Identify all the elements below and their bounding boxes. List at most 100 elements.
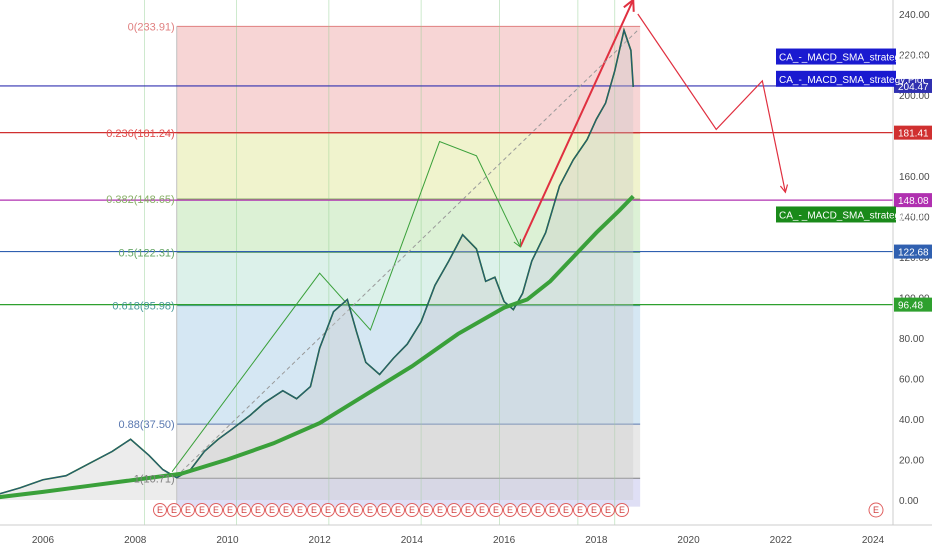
event-marker [335,503,349,517]
strategy-label-text: CA_-_MACD_SMA_strategy:Plot [779,210,925,221]
event-marker-label: E [493,505,499,515]
time-tick-label: 2018 [585,535,608,546]
strategy-label-text: CA_-_MACD_SMA_strategy:Plot [779,53,925,64]
event-marker-label: E [185,505,191,515]
event-marker-label: E [451,505,457,515]
event-marker [405,503,419,517]
event-marker-label: E [465,505,471,515]
event-marker [601,503,615,517]
event-marker [447,503,461,517]
event-marker [419,503,433,517]
event-marker [573,503,587,517]
price-tag-label: 148.08 [898,196,929,207]
event-marker [615,503,629,517]
arrow-head [779,184,789,194]
price-tick-label: 80.00 [899,334,924,345]
fib-label: 0.236(181.24) [106,128,175,140]
price-tag-label: 181.41 [898,129,929,140]
price-axis: 0.0020.0040.0060.0080.00100.00120.00140.… [776,0,932,550]
time-axis: 2006 2008 2010 2012 2014 2016 2018 2020 2022 2024 [0,524,932,550]
price-tag [894,193,932,208]
strategy-label-box [776,206,896,223]
fib-label: 0.382(148.65) [106,194,175,206]
event-marker [545,503,559,517]
event-marker-label: E [199,505,205,515]
event-marker-label: E [255,505,261,515]
price-tick-label: 60.00 [899,375,924,386]
price-tag [894,244,932,259]
horizontal-lines [0,85,893,306]
projections [171,0,789,473]
price-tag-label: 204.47 [898,82,929,93]
event-marker-label: E [619,505,625,515]
fib-label: 0.5(122.31) [118,247,174,259]
strategy-label-box [776,70,896,87]
time-tick-label: 2014 [401,535,424,546]
event-marker-label: E [591,505,597,515]
fib-label: 0(233.91) [128,21,175,33]
event-marker [307,503,321,517]
event-marker [377,503,391,517]
event-marker-label: E [605,505,611,515]
projection-elliott-wave [171,140,521,472]
time-tick-label: 2006 [32,535,55,546]
event-marker [265,503,279,517]
price-tick-label: 220.00 [899,51,930,62]
event-marker [475,503,489,517]
event-marker-label: E [269,505,275,515]
event-marker-label: E [507,505,513,515]
event-marker-label: E [577,505,583,515]
event-marker [433,503,447,517]
long-moving-average [0,194,635,500]
event-marker-label: E [157,505,163,515]
event-marker [195,503,209,517]
price-tag [894,125,932,140]
event-marker-label: E [325,505,331,515]
event-marker-label: E [339,505,345,515]
fibonacci-labels: 0(233.91) 0.236(181.24) 0.382(148.65) 0.5(1… [106,21,175,485]
price-tag-label: 96.48 [898,301,923,312]
fib-zone [176,478,641,507]
event-marker [251,503,265,517]
time-tick-label: 2012 [309,535,332,546]
event-marker [209,503,223,517]
price-tag [894,78,932,93]
event-marker [587,503,601,517]
price-tick-label: 240.00 [899,10,930,21]
fib-zone [176,132,641,199]
price-tick-label: 160.00 [899,172,930,183]
price-tag-label: 122.68 [898,248,929,259]
event-marker-label: E [423,505,429,515]
event-marker [293,503,307,517]
fib-label: 0.88(37.50) [118,419,174,431]
event-marker [461,503,475,517]
event-marker [321,503,335,517]
event-marker [391,503,405,517]
event-marker [223,503,237,517]
event-marker-label: E [283,505,289,515]
event-marker-label: E [241,505,247,515]
event-marker [237,503,251,517]
event-marker-label: E [549,505,555,515]
time-tick-label: 2016 [493,535,516,546]
event-marker-label: E [213,505,219,515]
event-marker [559,503,573,517]
event-marker [349,503,363,517]
event-marker-label: E [873,505,879,515]
time-tick-label: 2020 [677,535,700,546]
price-tag [894,297,932,312]
price-tick-label: 40.00 [899,415,924,426]
event-marker [363,503,377,517]
fib-zone [176,26,641,133]
event-marker-label: E [395,505,401,515]
time-tick-label: 2022 [770,535,793,546]
fib-zone [176,305,641,425]
event-marker-label: E [297,505,303,515]
event-marker-label: E [353,505,359,515]
event-marker-label: E [171,505,177,515]
event-marker [517,503,531,517]
event-marker-label: E [409,505,415,515]
time-axis-background [0,525,932,550]
